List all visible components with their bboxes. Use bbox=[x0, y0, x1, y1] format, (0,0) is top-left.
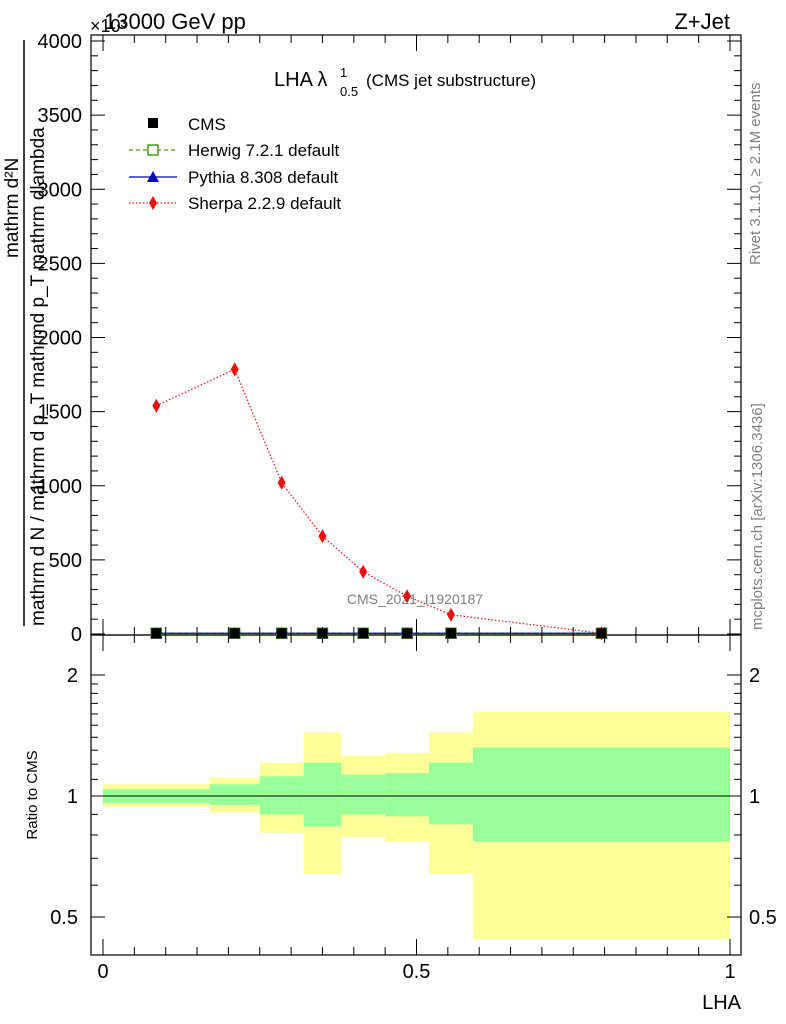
point-sherpa-3 bbox=[318, 529, 327, 544]
ratio-y-tick-label-right: 2 bbox=[749, 665, 760, 687]
point-cms-7 bbox=[596, 628, 607, 639]
y-tick-label: 1000 bbox=[38, 476, 83, 498]
inner-band-bin-4 bbox=[341, 774, 386, 815]
mcplots-label: mcplots.cern.ch [arXiv:1306.3436] bbox=[749, 403, 766, 630]
point-cms-4 bbox=[358, 628, 369, 639]
legend-item-sherpa: Sherpa 2.2.9 default bbox=[129, 194, 341, 213]
point-cms-6 bbox=[445, 628, 456, 639]
inner-band-bin-2 bbox=[259, 776, 304, 815]
point-cms-2 bbox=[276, 628, 287, 639]
y-tick-label: 3500 bbox=[38, 105, 83, 127]
inner-band-bin-7 bbox=[472, 747, 730, 842]
y-tick-label: 2500 bbox=[38, 253, 83, 275]
ratio-y-tick-label: 1 bbox=[67, 786, 78, 808]
x-axis-label: LHA bbox=[702, 992, 742, 1014]
y-tick-label: 3000 bbox=[38, 179, 83, 201]
y-tick-label: 500 bbox=[49, 550, 82, 572]
title-sup: 1 bbox=[340, 65, 347, 80]
legend-label-cms: CMS bbox=[188, 115, 226, 134]
series-line-sherpa bbox=[156, 368, 602, 634]
exponent-label: ×10³ bbox=[90, 16, 127, 36]
legend: CMS Herwig 7.2.1 default Pythia 8.308 de… bbox=[129, 115, 341, 213]
legend-label-sherpa: Sherpa 2.2.9 default bbox=[188, 194, 341, 213]
ylabel-prefix: 1 bbox=[28, 483, 49, 494]
y-tick-label: 0 bbox=[71, 624, 82, 646]
inner-band-bin-6 bbox=[429, 762, 473, 825]
point-sherpa-2 bbox=[277, 475, 286, 490]
point-cms-5 bbox=[402, 628, 413, 639]
point-sherpa-5 bbox=[403, 589, 412, 604]
legend-label-herwig: Herwig 7.2.1 default bbox=[188, 141, 339, 160]
legend-item-pythia: Pythia 8.308 default bbox=[129, 168, 339, 187]
ylabel-numerator: mathrm d²N bbox=[2, 158, 23, 258]
legend-item-cms: CMS bbox=[148, 115, 226, 134]
x-tick-label: 1 bbox=[724, 961, 735, 983]
y-tick-label: 4000 bbox=[38, 31, 83, 53]
y-tick-label: 1500 bbox=[38, 402, 83, 424]
ratio-y-tick-label-right: 1 bbox=[749, 786, 760, 808]
point-cms-1 bbox=[229, 628, 240, 639]
process-label: Z+Jet bbox=[674, 9, 730, 34]
ratio-y-tick-label: 0.5 bbox=[50, 907, 78, 929]
inner-band-bin-1 bbox=[209, 784, 260, 805]
point-cms-0 bbox=[151, 628, 162, 639]
x-tick-label: 0 bbox=[97, 961, 108, 983]
ratio-y-tick-label: 2 bbox=[67, 665, 78, 687]
y-axis-label-main: 1 mathrm d²N mathrm d N / mathrm d p_T m… bbox=[2, 40, 49, 626]
title-main: LHA λ bbox=[274, 69, 327, 91]
legend-marker-herwig bbox=[147, 144, 159, 156]
main-title: LHA λ 1 0.5 (CMS jet substructure) bbox=[274, 65, 536, 99]
ratio-y-label: Ratio to CMS bbox=[24, 750, 41, 839]
title-sub: 0.5 bbox=[340, 84, 358, 99]
x-tick-label: 0.5 bbox=[403, 961, 431, 983]
legend-marker-sherpa bbox=[149, 196, 157, 210]
inner-band-bin-5 bbox=[385, 773, 430, 817]
ylabel-denominator: mathrm d N / mathrm d p_T mathrmd p_T ma… bbox=[28, 127, 49, 626]
chart-layer: 0 500 1000 1500 2000 2500 3000 3500 4000 0 0.5 1 0.5… bbox=[38, 31, 777, 983]
y-tick-label: 2000 bbox=[38, 328, 83, 350]
rivet-label: Rivet 3.1.10, ≥ 2.1M events bbox=[747, 83, 764, 266]
legend-marker-cms bbox=[148, 118, 158, 128]
point-cms-3 bbox=[317, 628, 328, 639]
ratio-y-tick-label-right: 0.5 bbox=[749, 907, 777, 929]
inner-band-bin-3 bbox=[303, 762, 342, 827]
energy-label: 13000 GeV pp bbox=[104, 9, 246, 34]
point-sherpa-4 bbox=[359, 564, 368, 579]
legend-label-pythia: Pythia 8.308 default bbox=[188, 168, 339, 187]
legend-item-herwig: Herwig 7.2.1 default bbox=[129, 141, 339, 160]
point-sherpa-1 bbox=[230, 362, 239, 377]
point-sherpa-0 bbox=[152, 398, 161, 413]
legend-marker-pythia bbox=[147, 171, 159, 182]
point-sherpa-6 bbox=[446, 607, 455, 622]
title-suffix: (CMS jet substructure) bbox=[366, 71, 536, 90]
